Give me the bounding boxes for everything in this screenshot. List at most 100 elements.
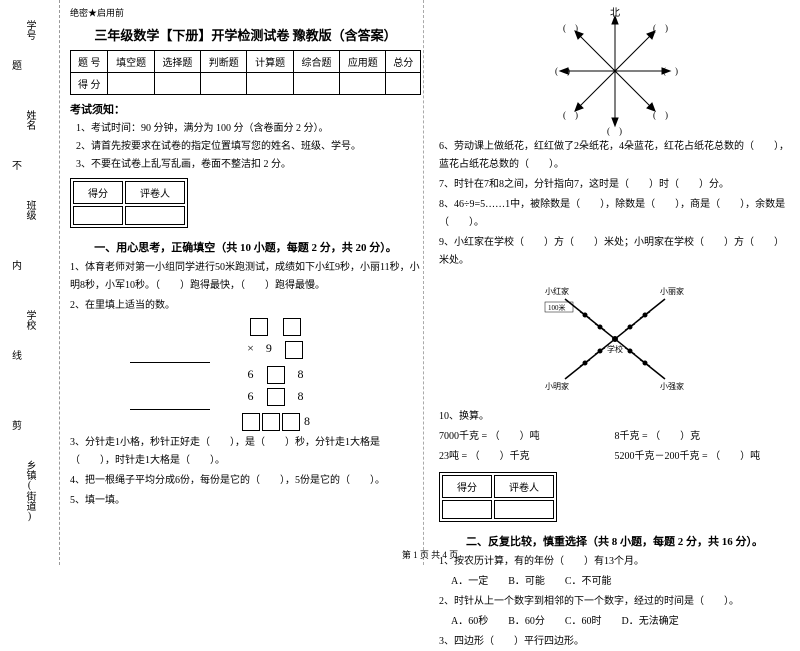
- score-cell[interactable]: [247, 73, 293, 95]
- scorebox-cell[interactable]: [494, 500, 554, 519]
- scorebox-label: 评卷人: [494, 475, 554, 498]
- rule-item: 2、请首先按要求在试卷的指定位置填写您的姓名、班级、学号。: [76, 138, 421, 156]
- question: 3、四边形（ ）平行四边形。: [439, 633, 790, 651]
- score-cell[interactable]: [108, 73, 154, 95]
- score-header: 总分: [386, 51, 421, 73]
- math-digit: 9: [266, 341, 272, 355]
- math-box[interactable]: [267, 366, 285, 384]
- math-box[interactable]: [283, 318, 301, 336]
- svg-text:小丽家: 小丽家: [660, 286, 684, 296]
- gutter-mark: 线: [8, 350, 23, 360]
- compass-north: 北: [610, 7, 620, 19]
- score-header: 应用题: [340, 51, 386, 73]
- score-cell[interactable]: [293, 73, 339, 95]
- gutter-label: 学号: [22, 20, 37, 40]
- question: 7、时针在7和8之间，分针指向7，这时是（ ）时（ ）分。: [439, 176, 790, 194]
- gutter-mark: 内: [8, 260, 23, 270]
- score-table: 题 号 填空题 选择题 判断题 计算题 综合题 应用题 总分 得 分: [70, 50, 421, 95]
- score-header: 计算题: [247, 51, 293, 73]
- math-line: [130, 409, 210, 410]
- math-op: ×: [247, 341, 254, 355]
- math-problem: × 9 6 8 6 8 8: [70, 317, 421, 432]
- scorebox-label: 得分: [73, 181, 123, 204]
- math-line: [130, 362, 210, 363]
- svg-text:学校: 学校: [607, 344, 623, 354]
- score-cell[interactable]: [201, 73, 247, 95]
- gutter-label: 班级: [22, 200, 37, 220]
- section-title: 二、反复比较，慎重选择（共 8 小题，每题 2 分，共 16 分）。: [439, 533, 790, 549]
- scorebox-cell[interactable]: [73, 206, 123, 225]
- scorebox-cell[interactable]: [442, 500, 492, 519]
- question: 6、劳动课上做纸花，红红做了2朵纸花，4朵蓝花，红花占纸花总数的（ ），蓝花占纸…: [439, 138, 790, 174]
- svg-text:( ): ( ): [663, 66, 678, 76]
- cross-diagram: 小红家 学校 小明家 小强家 小丽家 100米: [540, 274, 690, 404]
- question: 4、把一根绳子平均分成6份，每份是它的（ ），5份是它的（ ）。: [70, 472, 421, 490]
- question: 2、时针从上一个数字到相邻的下一个数字，经过的时间是（ ）。: [439, 593, 790, 611]
- notice-rules: 1、考试时间：90 分钟，满分为 100 分（含卷面分 2 分）。 2、请首先按…: [70, 120, 421, 174]
- notice-title: 考试须知：: [70, 101, 421, 117]
- math-digit: 6: [247, 389, 253, 403]
- right-column: 北 ( )( ) ( ) ( )( ) ( )( ) 6、劳动课上做纸花，红红做…: [439, 6, 790, 559]
- svg-text:( ): ( ): [653, 110, 668, 120]
- options: A．60秒 B．60分 C．60时 D．无法确定: [439, 613, 790, 631]
- score-row-label: 得 分: [71, 73, 108, 95]
- math-box[interactable]: [267, 388, 285, 406]
- svg-text:小强家: 小强家: [660, 381, 684, 391]
- question: 8、46÷9=5……1中，被除数是（ ），除数是（ ），商是（ ），余数是（ ）…: [439, 196, 790, 232]
- svg-text:( ): ( ): [563, 23, 578, 33]
- question: 2、在里填上适当的数。: [70, 297, 421, 315]
- math-digit: 8: [298, 367, 304, 381]
- svg-text:小红家: 小红家: [545, 286, 569, 296]
- math-box[interactable]: [262, 413, 280, 431]
- svg-text:100米: 100米: [548, 303, 566, 312]
- svg-text:( ): ( ): [555, 66, 570, 76]
- compass-diagram: 北 ( )( ) ( ) ( )( ) ( )( ): [545, 6, 685, 136]
- left-column: 绝密★启用前 三年级数学【下册】开学检测试卷 豫教版（含答案） 题 号 填空题 …: [70, 6, 421, 559]
- math-box[interactable]: [242, 413, 260, 431]
- svg-text:小明家: 小明家: [545, 381, 569, 391]
- conversion: 8千克 = （ ）克: [615, 428, 791, 446]
- math-digit: 8: [304, 414, 310, 428]
- gutter-mark: 题: [8, 60, 23, 70]
- conversion: 23吨 = （ ）千克: [439, 448, 615, 466]
- score-header: 题 号: [71, 51, 108, 73]
- question: 9、小红家在学校（ ）方（ ）米处；小明家在学校（ ）方（ ）米处。: [439, 234, 790, 270]
- page-footer: 第 1 页 共 4 页: [60, 548, 800, 561]
- gutter-mark: 不: [8, 160, 23, 170]
- math-box[interactable]: [250, 318, 268, 336]
- score-cell[interactable]: [386, 73, 421, 95]
- math-digit: 8: [298, 389, 304, 403]
- score-header: 填空题: [108, 51, 154, 73]
- gutter-label: 学校: [22, 310, 37, 330]
- binding-gutter: 学号 姓名 班级 学校 乡镇(街道) 题 不 内 线 剪: [0, 0, 60, 565]
- gutter-label: 乡镇(街道): [22, 460, 37, 522]
- section-scorebox: 得分评卷人: [70, 178, 188, 228]
- conversion: 7000千克 = （ ）吨: [439, 428, 615, 446]
- secret-label: 绝密★启用前: [70, 6, 421, 19]
- options: A．一定 B．可能 C．不可能: [439, 573, 790, 591]
- question: 3、分针走1小格，秒针正好走（ ），是（ ）秒，分针走1大格是（ ），时针走1大…: [70, 434, 421, 470]
- conversion: 5200千克－200千克 = （ ）吨: [615, 448, 791, 466]
- score-header: 选择题: [154, 51, 200, 73]
- question: 1、体育老师对第一小组同学进行50米跑测试，成绩如下小红9秒，小丽11秒，小明8…: [70, 259, 421, 295]
- svg-text:( ): ( ): [607, 126, 622, 136]
- question: 5、填一填。: [70, 492, 421, 510]
- score-header: 判断题: [201, 51, 247, 73]
- gutter-mark: 剪: [8, 420, 23, 430]
- scorebox-label: 得分: [442, 475, 492, 498]
- exam-title: 三年级数学【下册】开学检测试卷 豫教版（含答案）: [70, 25, 421, 44]
- scorebox-label: 评卷人: [125, 181, 185, 204]
- score-cell[interactable]: [154, 73, 200, 95]
- math-box[interactable]: [285, 341, 303, 359]
- scorebox-cell[interactable]: [125, 206, 185, 225]
- math-box[interactable]: [282, 413, 300, 431]
- column-divider: [423, 0, 424, 565]
- conversion-row: 7000千克 = （ ）吨 8千克 = （ ）克: [439, 428, 790, 446]
- section-scorebox: 得分评卷人: [439, 472, 557, 522]
- score-cell[interactable]: [340, 73, 386, 95]
- rule-item: 3、不要在试卷上乱写乱画，卷面不整洁扣 2 分。: [76, 156, 421, 174]
- question: 10、换算。: [439, 408, 790, 426]
- page: 学号 姓名 班级 学校 乡镇(街道) 题 不 内 线 剪 绝密★启用前 三年级数…: [0, 0, 800, 565]
- svg-text:( ): ( ): [653, 23, 668, 33]
- content-area: 绝密★启用前 三年级数学【下册】开学检测试卷 豫教版（含答案） 题 号 填空题 …: [60, 0, 800, 565]
